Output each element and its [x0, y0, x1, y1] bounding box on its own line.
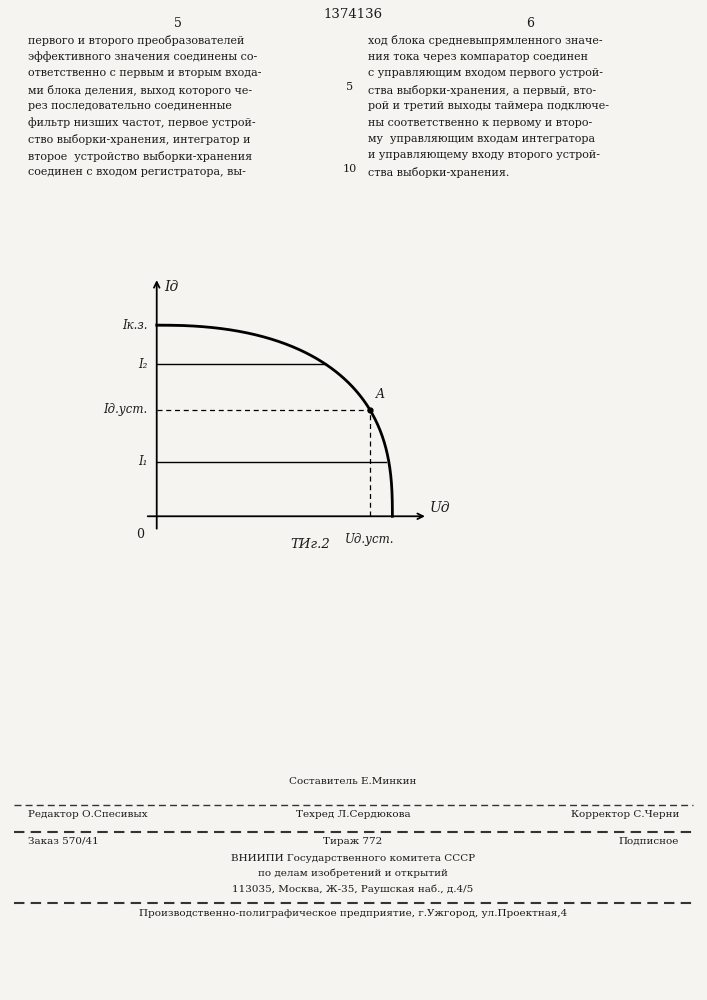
Text: Iк.з.: Iк.з.: [122, 319, 147, 332]
Text: Uд: Uд: [430, 501, 450, 515]
Text: A: A: [376, 388, 385, 401]
Text: Подписное: Подписное: [619, 837, 679, 846]
Text: соединен с входом регистратора, вы-: соединен с входом регистратора, вы-: [28, 167, 246, 177]
Text: Uд.уст.: Uд.уст.: [345, 533, 395, 546]
Text: фильтр низших частот, первое устрой-: фильтр низших частот, первое устрой-: [28, 117, 256, 128]
Text: 10: 10: [343, 164, 357, 174]
Text: первого и второго преобразователей: первого и второго преобразователей: [28, 35, 245, 46]
Text: по делам изобретений и открытий: по делам изобретений и открытий: [258, 869, 448, 879]
Text: 5: 5: [346, 82, 354, 92]
Text: рез последовательно соединенные: рез последовательно соединенные: [28, 101, 232, 111]
Text: Техред Л.Сердюкова: Техред Л.Сердюкова: [296, 810, 410, 819]
Text: ны соответственно к первому и второ-: ны соответственно к первому и второ-: [368, 117, 592, 127]
Text: 5: 5: [174, 17, 182, 30]
Text: ход блока средневыпрямленного значе-: ход блока средневыпрямленного значе-: [368, 35, 602, 46]
Text: Тираж 772: Тираж 772: [323, 837, 382, 846]
Text: рой и третий выходы таймера подключе-: рой и третий выходы таймера подключе-: [368, 101, 609, 111]
Text: му  управляющим входам интегратора: му управляющим входам интегратора: [368, 134, 595, 144]
Text: Составитель Е.Минкин: Составитель Е.Минкин: [289, 777, 416, 786]
Text: I₂: I₂: [138, 358, 147, 371]
Text: второе  устройство выборки-хранения: второе устройство выборки-хранения: [28, 150, 252, 161]
Text: ства выборки-хранения, а первый, вто-: ства выборки-хранения, а первый, вто-: [368, 85, 596, 96]
Text: ство выборки-хранения, интегратор и: ство выборки-хранения, интегратор и: [28, 134, 250, 145]
Text: эффективного значения соединены со-: эффективного значения соединены со-: [28, 51, 257, 62]
Text: 1374136: 1374136: [323, 8, 382, 21]
Text: с управляющим входом первого устрой-: с управляющим входом первого устрой-: [368, 68, 603, 78]
Text: Редактор О.Спесивых: Редактор О.Спесивых: [28, 810, 148, 819]
Text: ответственно с первым и вторым входа-: ответственно с первым и вторым входа-: [28, 68, 262, 78]
Text: ВНИИПИ Государственного комитета СССР: ВНИИПИ Государственного комитета СССР: [231, 854, 475, 863]
Text: ми блока деления, выход которого че-: ми блока деления, выход которого че-: [28, 85, 252, 96]
Text: ния тока через компаратор соединен: ния тока через компаратор соединен: [368, 51, 588, 62]
Text: 0: 0: [136, 528, 144, 541]
Text: Корректор С.Черни: Корректор С.Черни: [571, 810, 679, 819]
Text: I₁: I₁: [138, 455, 147, 468]
Text: 113035, Москва, Ж-35, Раушская наб., д.4/5: 113035, Москва, Ж-35, Раушская наб., д.4…: [233, 884, 474, 894]
Text: Iд.уст.: Iд.уст.: [103, 403, 147, 416]
Text: ства выборки-хранения.: ства выборки-хранения.: [368, 167, 509, 178]
Text: 6: 6: [526, 17, 534, 30]
Text: ΤИг.2: ΤИг.2: [290, 538, 330, 551]
Text: Iд: Iд: [164, 280, 178, 294]
Text: и управляющему входу второго устрой-: и управляющему входу второго устрой-: [368, 150, 600, 160]
Text: Заказ 570/41: Заказ 570/41: [28, 837, 99, 846]
Text: Производственно-полиграфическое предприятие, г.Ужгород, ул.Проектная,4: Производственно-полиграфическое предприя…: [139, 909, 567, 918]
